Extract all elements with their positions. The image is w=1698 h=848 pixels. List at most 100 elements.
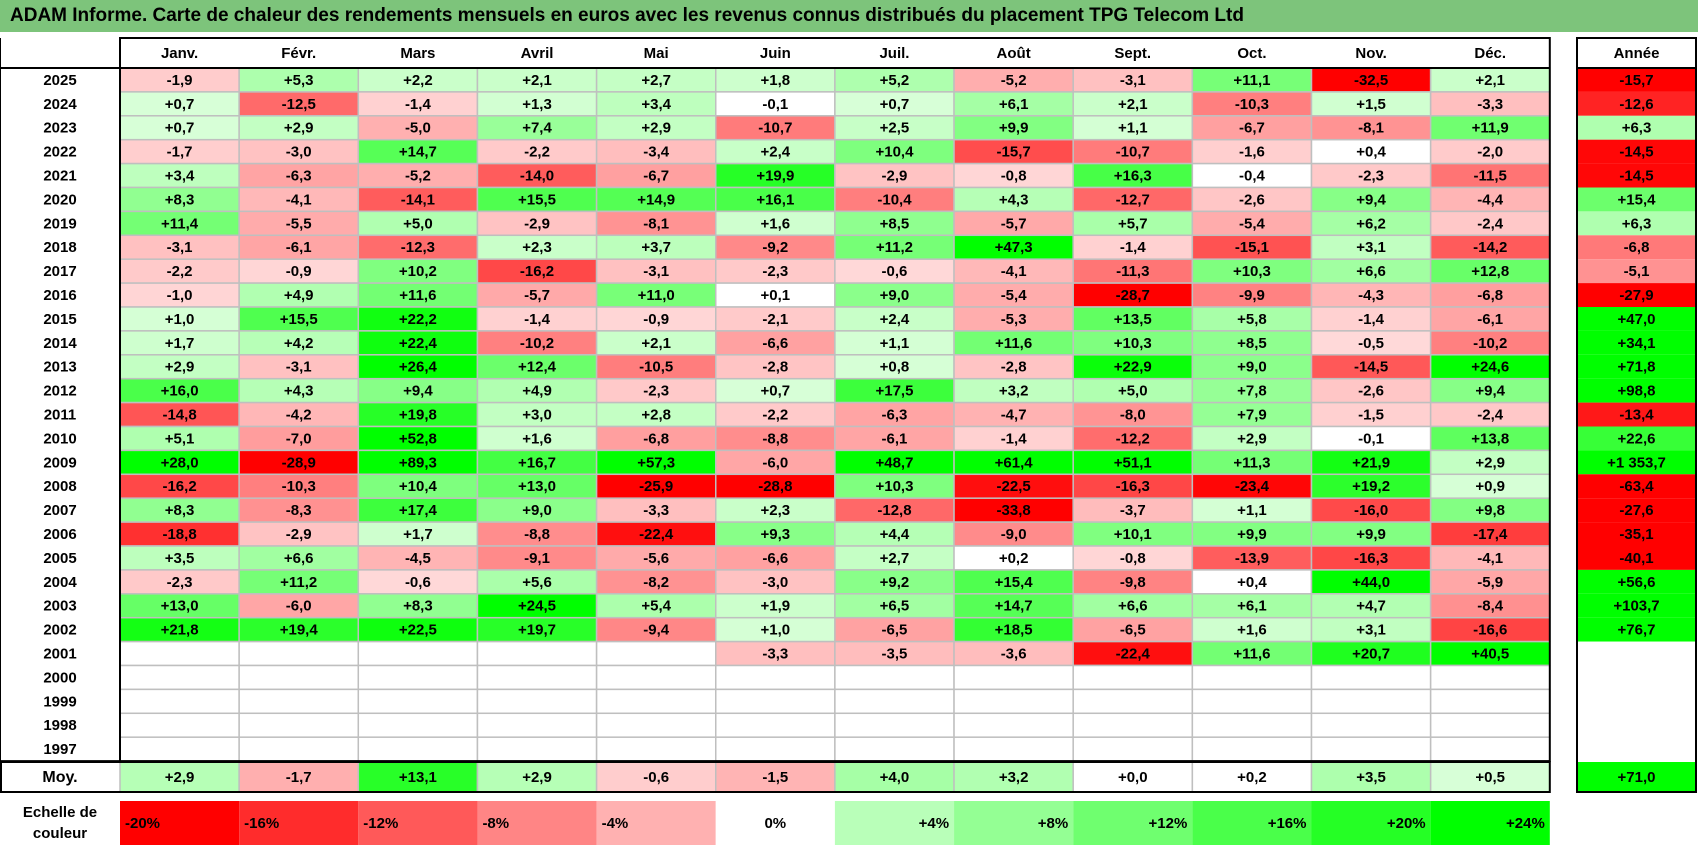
cell-value: +2,9: [165, 359, 195, 376]
cell-value: -6,1: [286, 239, 312, 256]
cell-value: +5,7: [1118, 215, 1148, 232]
cell-value: -6,7: [643, 168, 669, 185]
cell-value: -2,3: [643, 383, 669, 400]
cell-value: +5,0: [403, 215, 433, 232]
annual-cell: [1577, 498, 1696, 523]
annual-value: -5,1: [1624, 263, 1650, 280]
heatmap-cell: [715, 736, 836, 762]
annual-value: +34,1: [1618, 335, 1656, 352]
annual-value: +103,7: [1613, 598, 1659, 615]
row-year-label: 2003: [43, 598, 76, 615]
heatmap-cell: [476, 688, 598, 715]
cell-value: +12,4: [518, 359, 557, 376]
cell-value: -1,9: [167, 72, 193, 89]
row-year-label: 2023: [43, 120, 76, 137]
average-value: +0,0: [1118, 769, 1148, 786]
scale-swatch: [1073, 801, 1193, 845]
cell-value: +10,1: [1114, 526, 1152, 543]
cell-value: -15,1: [1235, 239, 1269, 256]
cell-value: +6,6: [1118, 598, 1148, 615]
cell-value: +2,7: [641, 72, 671, 89]
heatmap-cell: [119, 640, 240, 667]
column-header: Août: [997, 45, 1031, 62]
annual-cell: [1577, 617, 1696, 642]
cell-value: +3,0: [522, 407, 552, 424]
heatmap-cell: [1072, 664, 1194, 691]
cell-value: -0,6: [882, 263, 908, 280]
cell-value: +47,3: [995, 239, 1033, 256]
annual-column-frame: [1576, 37, 1697, 793]
average-value: +4,0: [880, 769, 910, 786]
heatmap-cell: [1191, 736, 1313, 762]
cell-value: -5,5: [286, 215, 312, 232]
cell-value: +8,5: [1237, 335, 1267, 352]
heatmap-cell: [953, 712, 1074, 738]
average-value: +0,2: [1237, 769, 1267, 786]
scale-label: couleur: [33, 825, 87, 842]
average-row-label: Moy.: [42, 769, 77, 786]
cell-value: -6,7: [1239, 120, 1265, 137]
scale-swatch: [834, 801, 955, 845]
annual-cell: [1577, 68, 1696, 92]
row-year-label: 2000: [43, 669, 76, 686]
cell-value: +40,5: [1471, 646, 1509, 663]
annual-cell: [1577, 91, 1696, 116]
cell-value: +4,7: [1356, 598, 1386, 615]
row-year-label: 2010: [43, 430, 76, 447]
cell-value: +2,3: [522, 239, 552, 256]
cell-value: +9,9: [999, 120, 1029, 137]
cell-value: -22,5: [997, 478, 1031, 495]
cell-value: +0,7: [761, 383, 791, 400]
heatmap-cell: [357, 688, 479, 715]
cell-value: +6,5: [880, 598, 910, 615]
cell-value: +48,7: [875, 454, 913, 471]
cell-value: -13,9: [1235, 550, 1269, 567]
average-value: +13,1: [399, 769, 437, 786]
scale-swatch: [1430, 801, 1550, 845]
column-header: Janv.: [161, 45, 198, 62]
cell-value: -5,2: [1001, 72, 1027, 89]
cell-value: -4,1: [286, 191, 312, 208]
annual-value: +56,6: [1618, 574, 1656, 591]
row-year-label: 2002: [43, 622, 76, 639]
cell-value: -8,8: [524, 526, 550, 543]
cell-value: +26,4: [399, 359, 438, 376]
cell-value: -3,1: [286, 359, 312, 376]
cell-value: +24,5: [518, 598, 556, 615]
cell-value: -2,2: [167, 263, 193, 280]
annual-cell: [1577, 665, 1696, 690]
cell-value: +4,3: [284, 383, 314, 400]
cell-value: -1,6: [1239, 144, 1265, 161]
cell-value: +1,6: [1237, 622, 1267, 639]
average-value: +3,5: [1356, 769, 1386, 786]
cell-value: -15,7: [997, 144, 1031, 161]
cell-value: -2,3: [1358, 168, 1384, 185]
cell-value: -3,7: [1120, 502, 1146, 519]
cell-value: -2,4: [1477, 215, 1504, 232]
cell-value: -8,1: [643, 215, 669, 232]
cell-value: +11,2: [876, 239, 913, 256]
cell-value: +22,9: [1114, 359, 1152, 376]
annual-value: -12,6: [1619, 96, 1653, 113]
cell-value: -8,4: [1477, 598, 1504, 615]
cell-value: -9,4: [643, 622, 670, 639]
cell-value: -6,3: [286, 168, 312, 185]
heatmap-cell: [1429, 664, 1551, 691]
annual-cell: [1577, 235, 1696, 260]
cell-value: +16,1: [756, 191, 794, 208]
average-value: +3,2: [999, 769, 1029, 786]
cell-value: +3,4: [165, 168, 195, 185]
cell-value: -6,6: [762, 335, 788, 352]
row-year-label: 2005: [43, 550, 76, 567]
cell-value: -10,2: [1473, 335, 1507, 352]
cell-value: -3,1: [167, 239, 193, 256]
cell-value: -4,5: [405, 550, 431, 567]
cell-value: -6,8: [1477, 287, 1503, 304]
cell-value: -7,0: [286, 430, 312, 447]
cell-value: -16,3: [1116, 478, 1150, 495]
cell-value: -4,1: [1477, 550, 1503, 567]
cell-value: +11,6: [1233, 646, 1270, 663]
cell-value: +2,9: [641, 120, 671, 137]
annual-cell: [1577, 569, 1696, 594]
cell-value: -4,3: [1358, 287, 1384, 304]
